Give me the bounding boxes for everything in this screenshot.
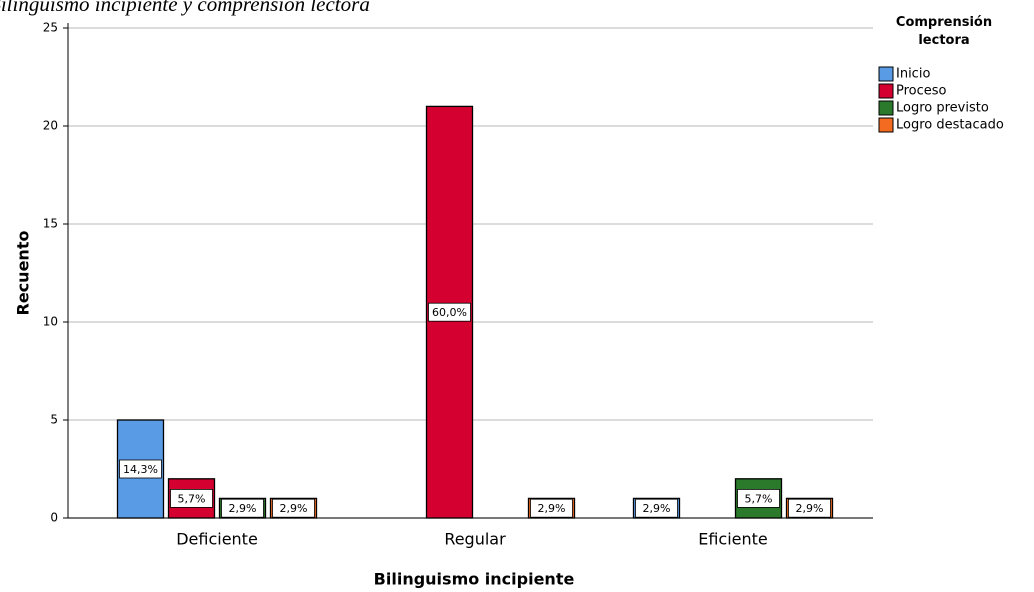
y-tick-label: 15 <box>43 217 58 231</box>
value-label: 60,0% <box>432 306 467 319</box>
value-label: 2,9% <box>229 502 257 515</box>
y-tick-label: 20 <box>43 119 58 133</box>
x-tick-label: Regular <box>444 530 506 549</box>
y-tick-label: 10 <box>43 315 58 329</box>
value-label-box <box>635 498 678 518</box>
legend-swatch <box>878 83 894 99</box>
value-label: 2,9% <box>538 502 566 515</box>
x-tick-label: Deficiente <box>176 530 258 549</box>
value-label: 2,9% <box>796 502 824 515</box>
value-label-box <box>737 488 780 508</box>
legend-swatch <box>878 117 894 133</box>
legend-swatch <box>878 66 894 82</box>
x-axis-label: Bilinguismo incipiente <box>374 570 575 589</box>
legend-swatch <box>878 100 894 116</box>
y-axis-label: Recuento <box>14 231 33 316</box>
value-label-box <box>119 459 162 479</box>
value-label-box <box>221 498 264 518</box>
value-label-box <box>428 302 471 322</box>
value-label: 2,9% <box>643 502 671 515</box>
y-tick-label: 5 <box>50 413 58 427</box>
y-tick-label: 25 <box>43 21 58 35</box>
value-label-box <box>530 498 573 518</box>
legend-label: Logro previsto <box>896 101 989 116</box>
y-tick-label: 0 <box>50 511 58 525</box>
value-label-box <box>272 498 315 518</box>
legend-label: Proceso <box>896 84 947 99</box>
value-label-box <box>170 488 213 508</box>
legend-title: Comprensión lectora <box>896 15 992 48</box>
value-label-box <box>788 498 831 518</box>
x-tick-label: Eficiente <box>698 530 768 549</box>
legend-label: Inicio <box>896 67 930 82</box>
value-label: 14,3% <box>123 463 158 476</box>
value-label: 5,7% <box>178 492 206 505</box>
value-label: 2,9% <box>280 502 308 515</box>
legend-label: Logro destacado <box>896 118 1004 133</box>
value-label: 5,7% <box>745 492 773 505</box>
chart-title: Bilinguismo incipiente y comprensión lec… <box>0 0 370 16</box>
